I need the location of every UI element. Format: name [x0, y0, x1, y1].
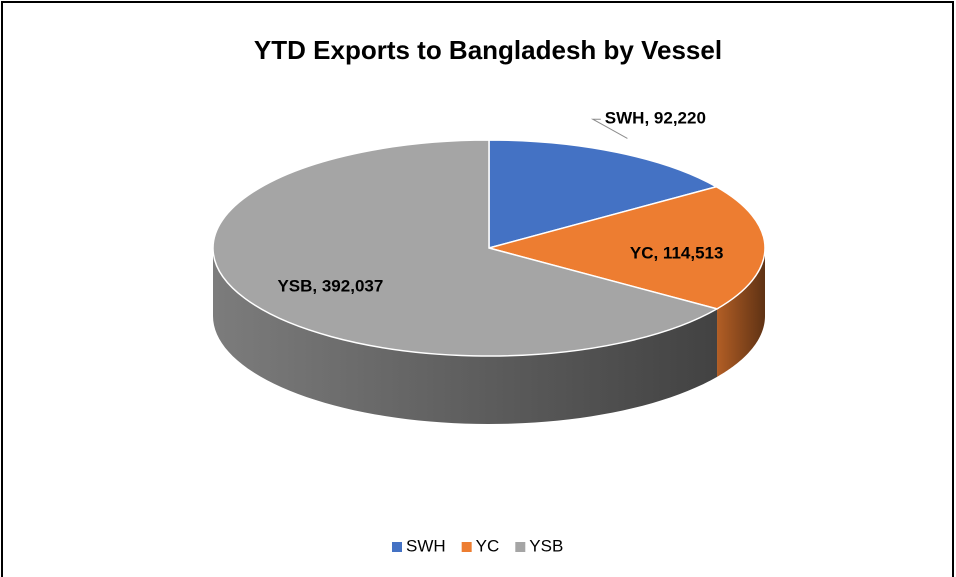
chart-title: YTD Exports to Bangladesh by Vessel	[254, 35, 722, 65]
data-label: SWH, 92,220	[605, 109, 706, 128]
pie-side	[213, 248, 718, 424]
pie-slice	[486, 185, 766, 310]
legend-label: YC	[476, 536, 500, 555]
legend-label: SWH	[406, 536, 446, 555]
legend-swatch	[461, 542, 472, 552]
data-label: YC, 114,513	[630, 243, 724, 262]
legend-swatch	[515, 542, 526, 552]
legend-label: YSB	[529, 536, 563, 555]
pie-slice	[212, 139, 719, 357]
legend-swatch	[392, 542, 402, 552]
pie-slice	[488, 139, 719, 249]
data-label: YSB, 392,037	[277, 276, 383, 295]
leader-line	[590, 118, 628, 139]
